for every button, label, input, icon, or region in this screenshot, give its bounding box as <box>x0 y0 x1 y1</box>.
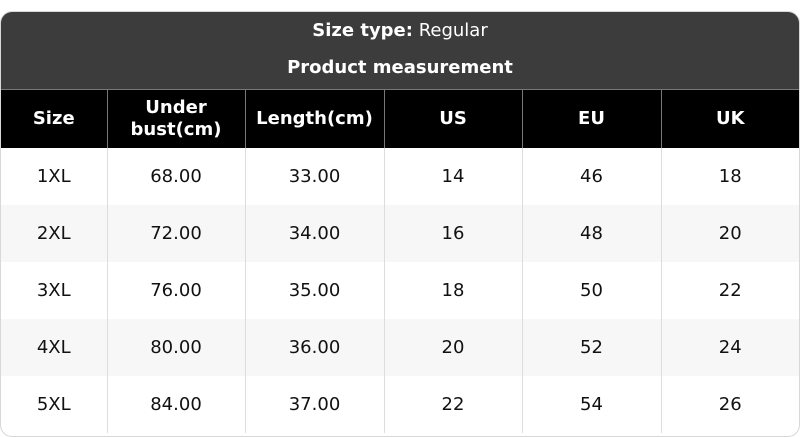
table-row: 2XL 72.00 34.00 16 48 20 <box>1 205 799 262</box>
cell-size: 4XL <box>1 319 107 376</box>
cell-length: 35.00 <box>244 262 384 319</box>
cell-us: 14 <box>383 148 522 205</box>
cell-eu: 54 <box>521 376 661 433</box>
under-bust-label: Under bust(cm) <box>130 97 222 140</box>
cell-size: 1XL <box>36 166 71 187</box>
cell-size: 2XL <box>1 205 107 262</box>
cell-length: 34.00 <box>244 205 384 262</box>
size-type-label: Size type: <box>312 20 413 41</box>
column-header-length: Length(cm) <box>244 89 384 148</box>
cell-us: 20 <box>383 319 522 376</box>
cell-us: 16 <box>383 205 522 262</box>
column-header-size: Size <box>1 89 107 148</box>
cell-eu: 50 <box>521 262 661 319</box>
cell-us: 22 <box>383 376 522 433</box>
chart-subtitle: Product measurement <box>287 57 513 78</box>
cell-length: 37.00 <box>244 376 384 433</box>
cell-eu: 52 <box>521 319 661 376</box>
cell-uk: 26 <box>660 376 799 433</box>
table-row: 1XL 68.00 33.00 14 46 18 <box>1 148 799 205</box>
size-type-line: Size type: Regular <box>1 12 799 50</box>
cell-us: 18 <box>383 262 522 319</box>
cell-under-bust: 72.00 <box>106 205 245 262</box>
cell-size: 5XL <box>36 394 71 415</box>
cell-uk: 22 <box>660 262 799 319</box>
size-type-value: Regular <box>418 20 488 41</box>
table-row: 4XL 80.00 36.00 20 52 24 <box>1 319 799 376</box>
measurement-table: Size Under bust(cm) Length(cm) US EU UK … <box>1 89 799 433</box>
chart-header: Size type: Regular Product measurement <box>1 12 799 89</box>
cell-eu: 48 <box>521 205 661 262</box>
cell-length: 36.00 <box>244 319 384 376</box>
cell-eu: 46 <box>521 148 661 205</box>
cell-uk: 20 <box>660 205 799 262</box>
table-row: 5XL 84.00 37.00 22 54 26 <box>1 376 799 433</box>
table-row: 3XL 76.00 35.00 18 50 22 <box>1 262 799 319</box>
cell-under-bust: 68.00 <box>106 148 245 205</box>
column-header-uk: UK <box>660 89 799 148</box>
cell-size: 3XL <box>36 280 71 301</box>
size-chart: Size type: Regular Product measurement S… <box>0 11 800 437</box>
cell-uk: 18 <box>660 148 799 205</box>
column-header-under-bust: Under bust(cm) <box>106 89 245 148</box>
column-header-us: US <box>383 89 522 148</box>
cell-uk: 24 <box>660 319 799 376</box>
cell-under-bust: 80.00 <box>106 319 245 376</box>
cell-under-bust: 76.00 <box>106 262 245 319</box>
cell-length: 33.00 <box>244 148 384 205</box>
column-header-eu: EU <box>521 89 661 148</box>
column-header-row: Size Under bust(cm) Length(cm) US EU UK <box>1 89 799 148</box>
cell-under-bust: 84.00 <box>106 376 245 433</box>
